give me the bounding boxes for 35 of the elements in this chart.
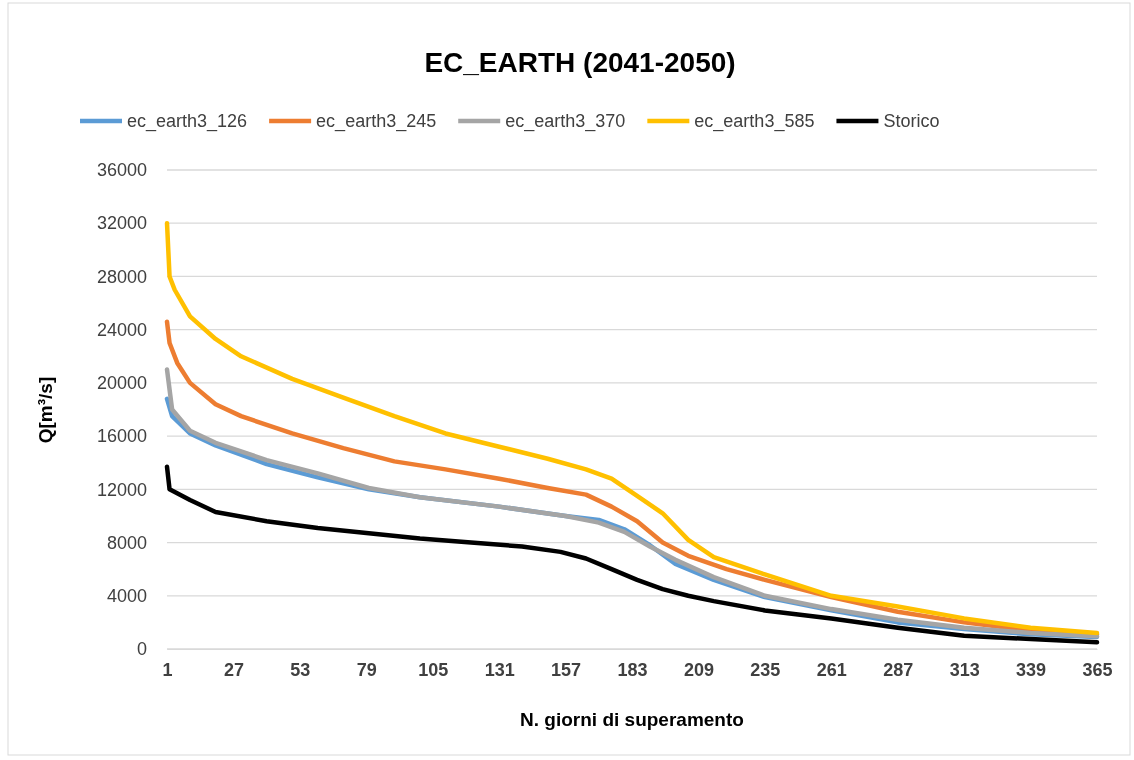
x-tick-label: 1 [162,659,173,680]
x-tick-label: 261 [816,659,847,680]
x-tick-label: 27 [223,659,244,680]
legend-label: ec_earth3_126 [127,111,248,132]
line-series [164,220,1100,636]
y-tick-label: 12000 [96,479,147,500]
x-tick-label: 313 [949,659,980,680]
x-tick-label: 339 [1016,659,1047,680]
y-tick-label: 20000 [96,373,147,394]
x-tick-label: 365 [1082,659,1113,680]
x-tick-label: 53 [290,659,311,680]
x-tick-label: 131 [484,659,515,680]
y-tick-label: 4000 [106,586,147,607]
y-tick-label: 24000 [96,319,147,340]
x-axis-title: N. giorni di superamento [520,709,744,730]
x-tick-label: 235 [750,659,781,680]
x-tick-label: 287 [883,659,914,680]
y-axis-title: Q[m³/s] [35,376,56,444]
chart-title: EC_EARTH (2041-2050) [424,47,736,78]
legend-label: ec_earth3_370 [505,111,626,132]
x-tick-label: 105 [418,659,449,680]
y-tick-label: 16000 [96,426,147,447]
y-tick-label: 36000 [96,160,147,181]
y-tick-label: 0 [136,639,147,660]
legend-label: ec_earth3_585 [694,111,815,132]
y-tick-label: 28000 [96,266,147,287]
y-tick-label: 32000 [96,213,147,234]
x-tick-label: 157 [551,659,582,680]
legend-label: ec_earth3_245 [316,111,437,132]
y-tick-label: 8000 [106,532,147,553]
x-tick-label: 209 [683,659,714,680]
legend-label: Storico [883,111,940,131]
x-tick-label: 183 [617,659,648,680]
x-tick-label: 79 [356,659,377,680]
line-series [164,464,1100,645]
